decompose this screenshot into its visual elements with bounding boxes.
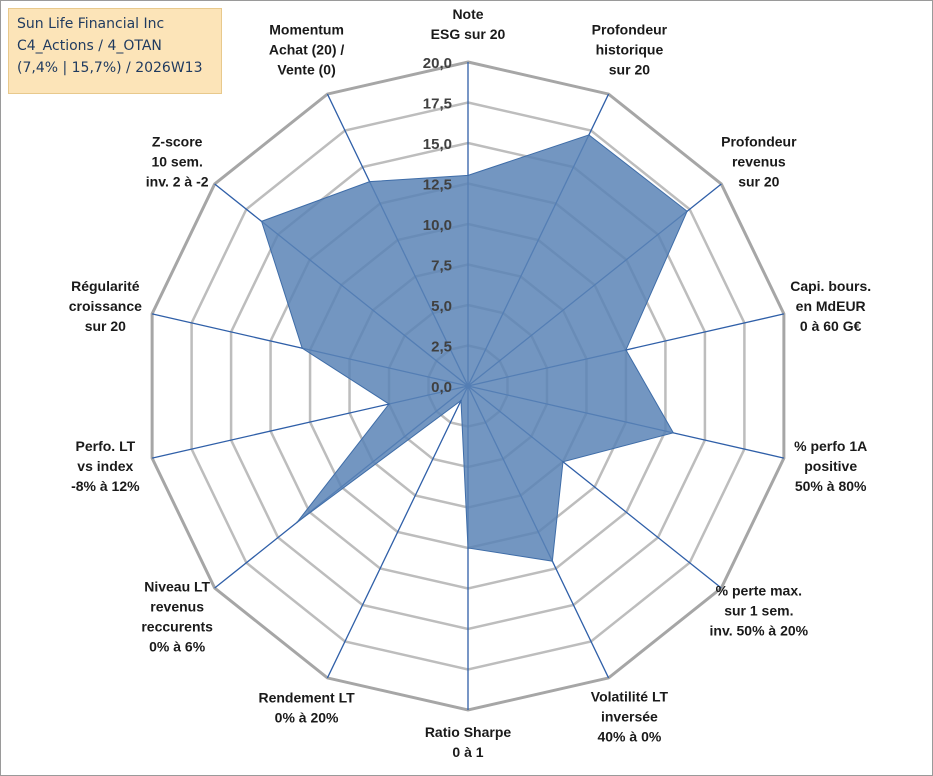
axis-label-line: ESG sur 20 bbox=[431, 26, 506, 42]
axis-label-line: 50% à 80% bbox=[795, 478, 867, 494]
data-point bbox=[260, 220, 263, 223]
tick-label: 2,5 bbox=[431, 339, 452, 356]
axis-label-line: revenus bbox=[150, 599, 204, 615]
period-label: (7,4% | 15,7%) / 2026W13 bbox=[17, 60, 203, 76]
tick-labels: 0,0 2,5 5,0 7,5 10,0 12,5 15,0 17,5 20,0 bbox=[423, 55, 452, 396]
axis-label-line: Capi. bours. bbox=[790, 278, 871, 294]
series-area bbox=[260, 134, 688, 562]
axis-label-line: Rendement LT bbox=[258, 689, 355, 705]
axis-label: Momentum Achat (20) / Vente (0) bbox=[269, 22, 345, 78]
data-point bbox=[625, 349, 627, 351]
data-point bbox=[551, 560, 554, 562]
tick-label: 17,5 bbox=[423, 96, 452, 113]
data-point bbox=[388, 403, 390, 405]
axis-label: % perfo 1A positive 50% à 80% bbox=[794, 438, 867, 494]
data-point bbox=[296, 521, 298, 524]
data-point bbox=[672, 432, 675, 434]
axis-label-line: Vente (0) bbox=[277, 62, 335, 78]
axis-label: Capi. bours. en MdEUR 0 à 60 G€ bbox=[790, 278, 871, 334]
series-polygon bbox=[260, 134, 688, 562]
axis-label: Z-score 10 sem. inv. 2 à -2 bbox=[146, 134, 209, 190]
axis-label-line: sur 20 bbox=[738, 174, 779, 190]
axis-label-line: Momentum bbox=[269, 22, 344, 38]
axis-label: Régularité croissance sur 20 bbox=[69, 278, 142, 334]
axis-label-line: Z-score bbox=[152, 134, 203, 150]
axis-label-line: Perfo. LT bbox=[76, 438, 136, 454]
tick-label: 15,0 bbox=[423, 136, 452, 153]
axis-label: Ratio Sharpe 0 à 1 bbox=[425, 724, 512, 760]
data-point bbox=[467, 174, 469, 177]
data-point bbox=[301, 347, 303, 349]
data-point bbox=[467, 547, 469, 549]
axis-label-line: inversée bbox=[601, 708, 658, 724]
tick-label: 20,0 bbox=[423, 55, 452, 72]
title-box: Sun Life Financial Inc C4_Actions / 4_OT… bbox=[8, 8, 222, 94]
axis-label: Note ESG sur 20 bbox=[431, 6, 506, 42]
axis-label-line: Achat (20) / bbox=[269, 42, 345, 58]
axis-labels: Note ESG sur 20 Profondeur historique sur 20… bbox=[69, 6, 871, 760]
data-point bbox=[686, 210, 688, 213]
axis-label-line: 0% à 20% bbox=[275, 709, 339, 725]
axis-spoke bbox=[326, 385, 469, 679]
data-point bbox=[562, 460, 564, 463]
axis-label: Profondeur historique sur 20 bbox=[592, 22, 668, 78]
tick-label: 5,0 bbox=[431, 298, 452, 315]
axis-label-line: Profondeur bbox=[721, 134, 797, 150]
axis-label-line: en MdEUR bbox=[796, 298, 866, 314]
axis-label: Profondeur revenus sur 20 bbox=[721, 134, 797, 190]
data-point bbox=[588, 134, 590, 136]
axis-label-line: sur 20 bbox=[85, 318, 126, 334]
tick-label: 7,5 bbox=[431, 258, 452, 275]
axis-label: Niveau LT revenus reccurents 0% à 6% bbox=[141, 579, 213, 655]
axis-label-line: sur 1 sem. bbox=[724, 602, 793, 618]
axis-label: % perte max. sur 1 sem. inv. 50% à 20% bbox=[710, 582, 809, 638]
axis-label-line: 0 à 1 bbox=[452, 744, 483, 760]
axis-label-line: 10 sem. bbox=[151, 154, 202, 170]
company-name: Sun Life Financial Inc bbox=[17, 16, 165, 32]
axis-label-line: Niveau LT bbox=[144, 579, 210, 595]
axis-label-line: historique bbox=[596, 42, 664, 58]
axis-label-line: sur 20 bbox=[609, 62, 650, 78]
axis-label-line: reccurents bbox=[141, 619, 213, 635]
axis-label-line: Régularité bbox=[71, 278, 140, 294]
axis-label-line: Ratio Sharpe bbox=[425, 724, 512, 740]
axis-label-line: 0% à 6% bbox=[149, 639, 206, 655]
axis-label-line: revenus bbox=[732, 154, 786, 170]
axis-label: Volatilité LT inversée 40% à 0% bbox=[591, 688, 669, 744]
axis-label-line: Volatilité LT bbox=[591, 688, 669, 704]
tick-label: 0,0 bbox=[431, 379, 452, 396]
axis-label: Perfo. LT vs index -8% à 12% bbox=[71, 438, 140, 494]
axis-label-line: Profondeur bbox=[592, 22, 668, 38]
axis-label-line: % perfo 1A bbox=[794, 438, 867, 454]
axis-label-line: inv. 50% à 20% bbox=[710, 622, 809, 638]
axis-label-line: -8% à 12% bbox=[71, 478, 140, 494]
axis-label-line: 40% à 0% bbox=[597, 728, 661, 744]
axis-label-line: croissance bbox=[69, 298, 142, 314]
axis-label-line: % perte max. bbox=[716, 582, 802, 598]
axis-label-line: 0 à 60 G€ bbox=[800, 318, 862, 334]
tick-label: 12,5 bbox=[423, 177, 452, 194]
axis-label: Rendement LT 0% à 20% bbox=[258, 689, 355, 725]
axis-label-line: Note bbox=[452, 6, 483, 22]
axis-label-line: positive bbox=[804, 458, 857, 474]
data-point bbox=[460, 399, 462, 402]
data-point bbox=[368, 180, 371, 183]
axis-label-line: vs index bbox=[77, 458, 133, 474]
tick-label: 10,0 bbox=[423, 217, 452, 234]
axis-label-line: inv. 2 à -2 bbox=[146, 174, 209, 190]
category-label: C4_Actions / 4_OTAN bbox=[17, 38, 162, 54]
